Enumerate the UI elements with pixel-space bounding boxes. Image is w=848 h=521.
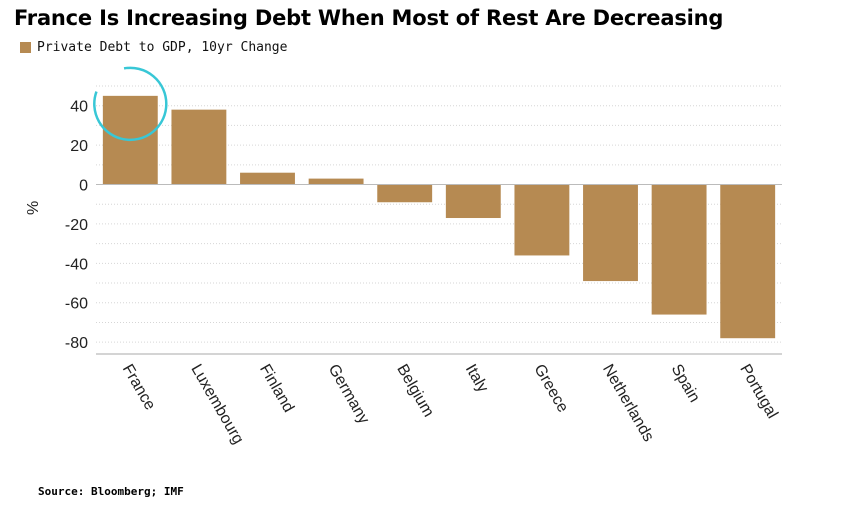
- bar-netherlands: [583, 184, 638, 282]
- chart-title: France Is Increasing Debt When Most of R…: [14, 6, 724, 30]
- source-note: Source: Bloomberg; IMF: [38, 485, 184, 498]
- category-label: Greece: [530, 362, 571, 416]
- category-label: Luxembourg: [187, 362, 246, 448]
- y-tick-label: 0: [79, 178, 88, 195]
- y-tick-label: -80: [65, 335, 88, 352]
- bar-portugal: [720, 184, 776, 339]
- category-label: Spain: [668, 362, 703, 406]
- category-label: Italy: [462, 362, 491, 396]
- bars: [102, 95, 776, 339]
- y-tick-label: -40: [65, 256, 88, 273]
- category-label: Finland: [256, 362, 297, 416]
- y-tick-label: 20: [70, 138, 88, 155]
- bar-spain: [651, 184, 707, 315]
- category-label: Portugal: [736, 362, 781, 422]
- axis-unit-label: %: [25, 201, 42, 215]
- highlight-circle: [93, 66, 168, 142]
- legend-swatch: [20, 42, 31, 53]
- y-tick-label: 40: [70, 99, 88, 116]
- category-label: Germany: [325, 362, 373, 427]
- y-tick-label: -60: [65, 296, 88, 313]
- legend: Private Debt to GDP, 10yr Change: [20, 40, 287, 55]
- bar-italy: [445, 184, 501, 219]
- bar-luxembourg: [171, 109, 227, 185]
- y-axis-ticks: 40 20 0 -20 -40 -60 -80: [65, 99, 88, 352]
- category-labels: France Luxembourg Finland Germany Belgium Ita…: [119, 362, 781, 448]
- category-label: Netherlands: [599, 362, 657, 445]
- legend-label: Private Debt to GDP, 10yr Change: [37, 40, 288, 55]
- bar-finland: [240, 172, 295, 185]
- bar-greece: [514, 184, 570, 256]
- category-label: Belgium: [393, 362, 437, 421]
- category-label: France: [119, 362, 159, 414]
- y-tick-label: -20: [65, 217, 88, 234]
- bar-germany: [308, 178, 364, 185]
- bar-belgium: [377, 184, 433, 203]
